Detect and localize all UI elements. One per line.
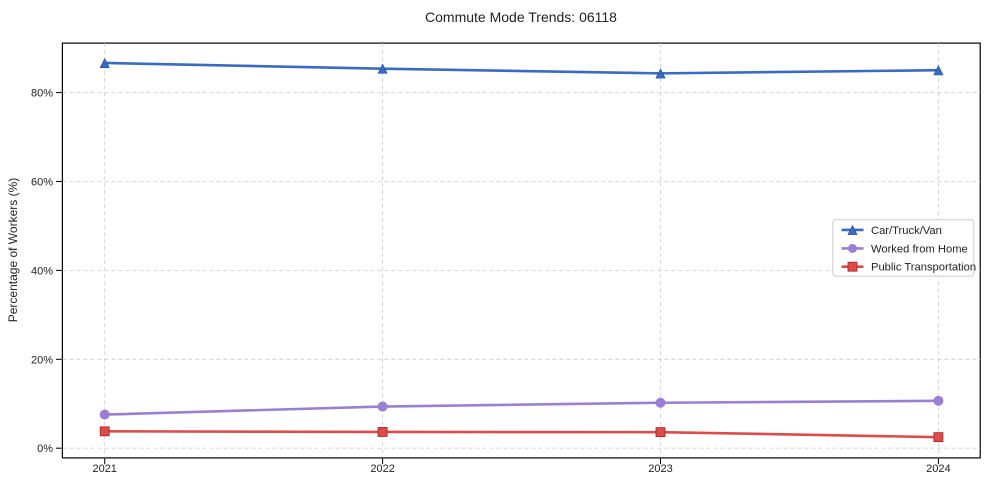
svg-text:20%: 20% <box>31 354 53 366</box>
svg-text:80%: 80% <box>31 88 53 100</box>
svg-text:2023: 2023 <box>648 463 672 475</box>
svg-text:0%: 0% <box>37 443 53 455</box>
svg-text:2022: 2022 <box>370 463 394 475</box>
svg-text:2021: 2021 <box>92 463 116 475</box>
svg-text:Car/Truck/Van: Car/Truck/Van <box>871 225 942 237</box>
svg-text:2024: 2024 <box>926 463 950 475</box>
svg-text:Worked from Home: Worked from Home <box>871 243 968 255</box>
svg-text:Public Transportation: Public Transportation <box>871 262 976 274</box>
svg-text:60%: 60% <box>31 177 53 189</box>
svg-text:40%: 40% <box>31 265 53 277</box>
